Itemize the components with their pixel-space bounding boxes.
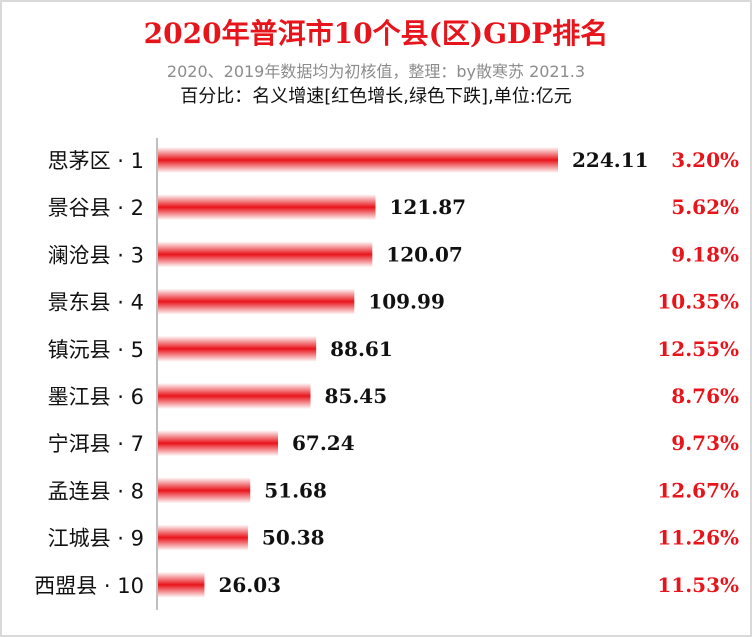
value-label: 120.07	[386, 242, 463, 266]
growth-label: 5.62%	[671, 195, 739, 219]
growth-label: 3.20%	[671, 148, 739, 172]
value-label: 88.61	[330, 337, 393, 361]
value-label: 67.24	[292, 431, 355, 455]
growth-label: 9.18%	[671, 242, 739, 266]
growth-label: 10.35%	[657, 290, 739, 314]
growth-label: 8.76%	[671, 384, 739, 408]
category-label: 思茅区 · 1	[48, 149, 144, 173]
category-label: 宁洱县 · 7	[48, 432, 144, 456]
bar	[158, 288, 355, 315]
value-label: 50.38	[262, 526, 325, 550]
chart-subtitle: 2020、2019年数据均为初核值，整理：by散寒苏 2021.3	[166, 62, 586, 81]
value-label: 109.99	[368, 290, 445, 314]
chart-title: 2020年普洱市10个县(区)GDP排名	[143, 17, 609, 50]
bar	[158, 147, 558, 173]
growth-label: 11.53%	[657, 573, 739, 597]
growth-label: 9.73%	[671, 431, 739, 455]
category-label: 景东县 · 4	[48, 291, 144, 315]
value-label: 26.03	[218, 573, 281, 597]
value-label: 51.68	[264, 478, 327, 502]
bar	[158, 194, 376, 221]
category-label: 西盟县 · 10	[34, 574, 144, 598]
growth-label: 11.26%	[657, 526, 739, 550]
category-axis-line	[156, 138, 158, 610]
category-label: 江城县 · 9	[48, 527, 144, 551]
value-label: 85.45	[325, 384, 388, 408]
bars-layer: 思茅区 · 1 224.11 3.20% 景谷县 · 2 121.87 5.62% 澜沧县 …	[34, 147, 739, 598]
value-label: 224.11	[572, 148, 649, 172]
value-label: 121.87	[390, 195, 467, 219]
chart-note: 百分比：名义增速[红色增长,绿色下跌],单位:亿元	[180, 86, 572, 107]
bar	[158, 241, 373, 268]
category-label: 澜沧县 · 3	[48, 243, 144, 267]
bar	[158, 477, 251, 504]
growth-label: 12.67%	[657, 478, 739, 502]
growth-label: 12.55%	[657, 337, 739, 361]
bar	[158, 571, 205, 598]
bar	[158, 524, 248, 551]
bar	[158, 335, 317, 362]
bar	[158, 430, 279, 457]
category-label: 景谷县 · 2	[48, 196, 144, 220]
category-label: 墨江县 · 6	[48, 385, 144, 409]
category-label: 孟连县 · 8	[48, 479, 144, 503]
bar	[158, 383, 311, 409]
category-label: 镇沅县 · 5	[48, 338, 144, 362]
